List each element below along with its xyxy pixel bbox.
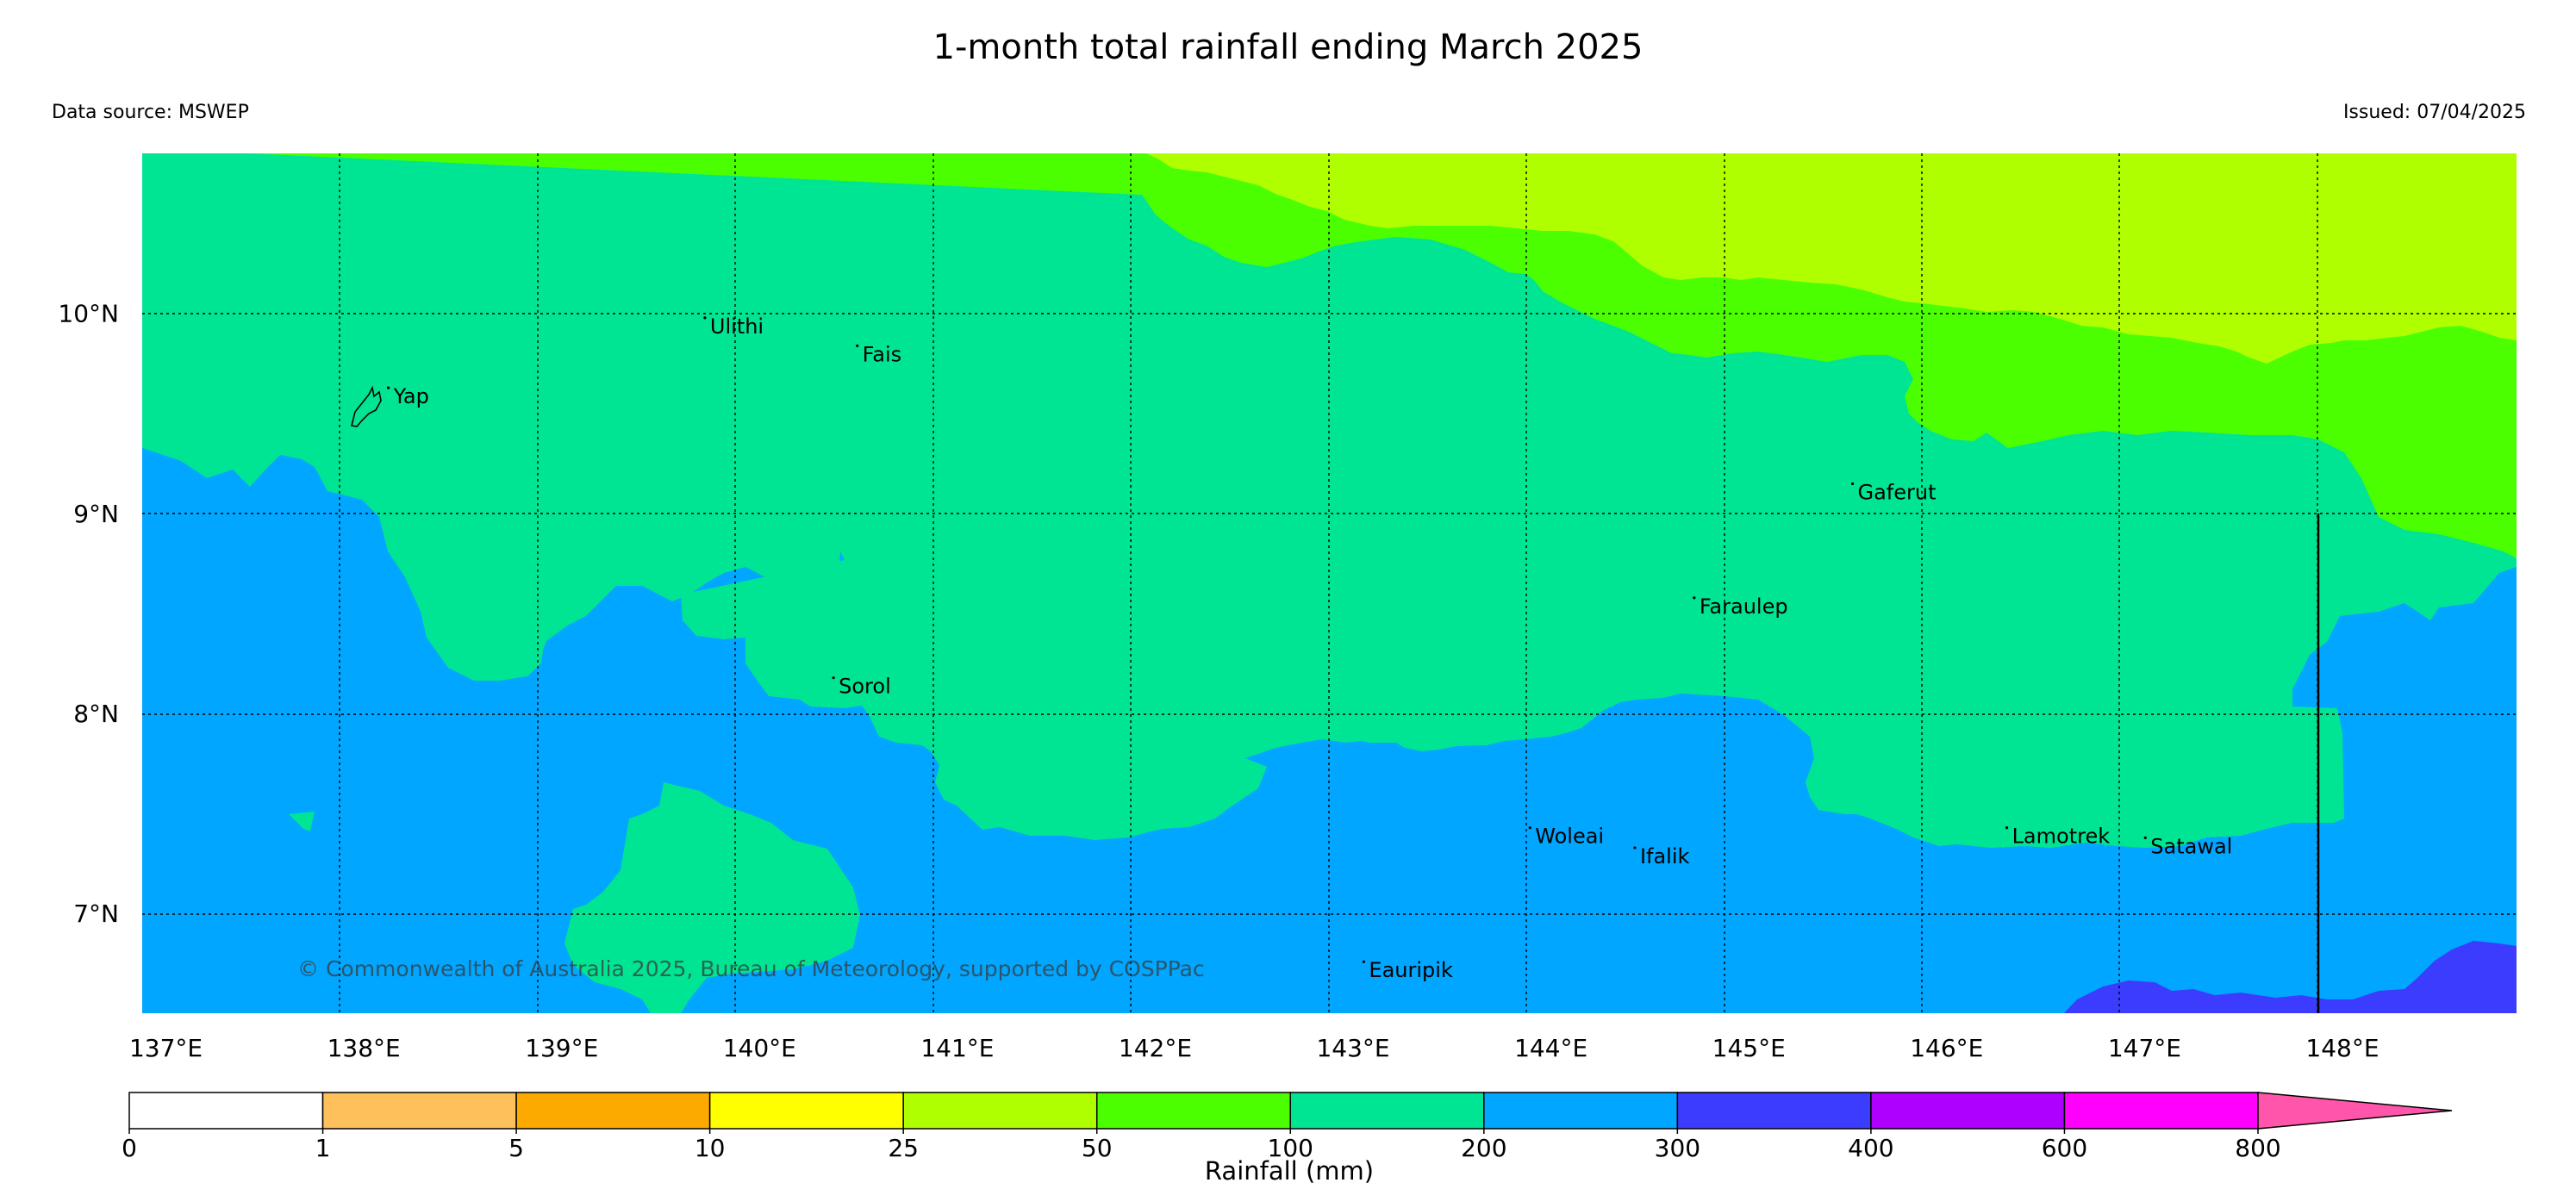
- colorbar-tick-400: 400: [1848, 1134, 1893, 1162]
- colorbar-bin-1-5: [321, 1092, 517, 1130]
- island-marker-sorol: [832, 676, 835, 680]
- colorbar-bin-25-50: [902, 1092, 1098, 1130]
- colorbar-bin-600-800: [2063, 1092, 2259, 1130]
- colorbar-bin-5-10: [515, 1092, 711, 1130]
- colorbar-tick-600: 600: [2042, 1134, 2087, 1162]
- data-source-label: Data source: MSWEP: [52, 102, 249, 123]
- longitude-label-142e: 142°E: [1119, 1034, 1192, 1062]
- place-label-fais: Fais: [863, 342, 901, 366]
- longitude-label-145e: 145°E: [1712, 1034, 1786, 1062]
- rain-zone-25-50: [1146, 153, 2517, 364]
- island-marker-lamotrek: [2005, 826, 2009, 830]
- colorbar-tick-50: 50: [1082, 1134, 1113, 1162]
- place-label-woleai: Woleai: [1535, 825, 1604, 849]
- longitude-label-147e: 147°E: [2108, 1034, 2181, 1062]
- colorbar-tick-25: 25: [888, 1134, 919, 1162]
- latitude-label-10n: 10°N: [58, 300, 119, 328]
- longitude-label-138e: 138°E: [327, 1034, 401, 1062]
- island-marker-yap: [386, 386, 390, 389]
- longitude-label-140e: 140°E: [723, 1034, 796, 1062]
- map-title: 1-month total rainfall ending March 2025: [932, 28, 1644, 67]
- island-marker-faraulep: [1693, 596, 1696, 600]
- place-label-yap: Yap: [393, 384, 429, 408]
- latitude-label-7n: 7°N: [73, 900, 119, 928]
- issued-date-label: Issued: 07/04/2025: [2342, 102, 2526, 123]
- colorbar-title: Rainfall (mm): [1205, 1156, 1374, 1186]
- colorbar-tick-1: 1: [315, 1134, 331, 1162]
- rain-zone-300-400: [2064, 941, 2517, 1013]
- place-label-ulithi: Ulithi: [710, 314, 764, 339]
- longitude-label-143e: 143°E: [1316, 1034, 1389, 1062]
- place-label-gaferut: Gaferut: [1857, 481, 1936, 505]
- colorbar-extend-arrow: [2257, 1092, 2453, 1130]
- colorbar-tick-200: 200: [1461, 1134, 1506, 1162]
- longitude-label-148e: 148°E: [2305, 1034, 2379, 1062]
- colorbar-tick-0: 0: [122, 1134, 137, 1162]
- island-marker-satawal: [2143, 836, 2147, 839]
- island-marker-ulithi: [703, 316, 707, 320]
- rain-zone-100-200: [564, 782, 860, 1013]
- colorbar-tick-800: 800: [2235, 1134, 2280, 1162]
- island-marker-woleai: [1528, 826, 1531, 830]
- colorbar-bin-0-1: [128, 1092, 324, 1130]
- colorbar-bin-300-400: [1676, 1092, 1872, 1130]
- longitude-label-137e: 137°E: [129, 1034, 203, 1062]
- colorbar-tick-5: 5: [508, 1134, 524, 1162]
- colorbar-bin-50-100: [1095, 1092, 1292, 1130]
- colorbar-bin-400-600: [1870, 1092, 2066, 1130]
- place-label-satawal: Satawal: [2150, 834, 2232, 858]
- colorbar-bin-10-25: [708, 1092, 904, 1130]
- colorbar-bin-200-300: [1483, 1092, 1679, 1130]
- colorbar-tick-100: 100: [1268, 1134, 1313, 1162]
- place-label-ifalik: Ifalik: [1640, 844, 1690, 868]
- place-label-lamotrek: Lamotrek: [2012, 825, 2111, 849]
- island-marker-gaferut: [1850, 482, 1855, 486]
- longitude-label-139e: 139°E: [525, 1034, 598, 1062]
- island-marker-ifalik: [1633, 846, 1637, 850]
- longitude-label-146e: 146°E: [1910, 1034, 1983, 1062]
- latitude-label-9n: 9°N: [73, 500, 119, 528]
- island-marker-eauripik: [1362, 960, 1366, 963]
- place-label-sorol: Sorol: [839, 675, 891, 699]
- latitude-label-8n: 8°N: [73, 700, 119, 728]
- copyright-notice: © Commonwealth of Australia 2025, Bureau…: [297, 956, 1205, 981]
- yap-island-outline: [351, 385, 382, 427]
- longitude-label-141e: 141°E: [920, 1034, 994, 1062]
- place-label-faraulep: Faraulep: [1700, 594, 1788, 619]
- island-marker-fais: [856, 344, 859, 347]
- rain-zone-100-200: [289, 812, 315, 831]
- place-label-eauripik: Eauripik: [1369, 958, 1453, 982]
- colorbar-tick-300: 300: [1655, 1134, 1700, 1162]
- longitude-label-144e: 144°E: [1514, 1034, 1587, 1062]
- colorbar-bin-100-200: [1289, 1092, 1485, 1130]
- colorbar-tick-10: 10: [695, 1134, 726, 1162]
